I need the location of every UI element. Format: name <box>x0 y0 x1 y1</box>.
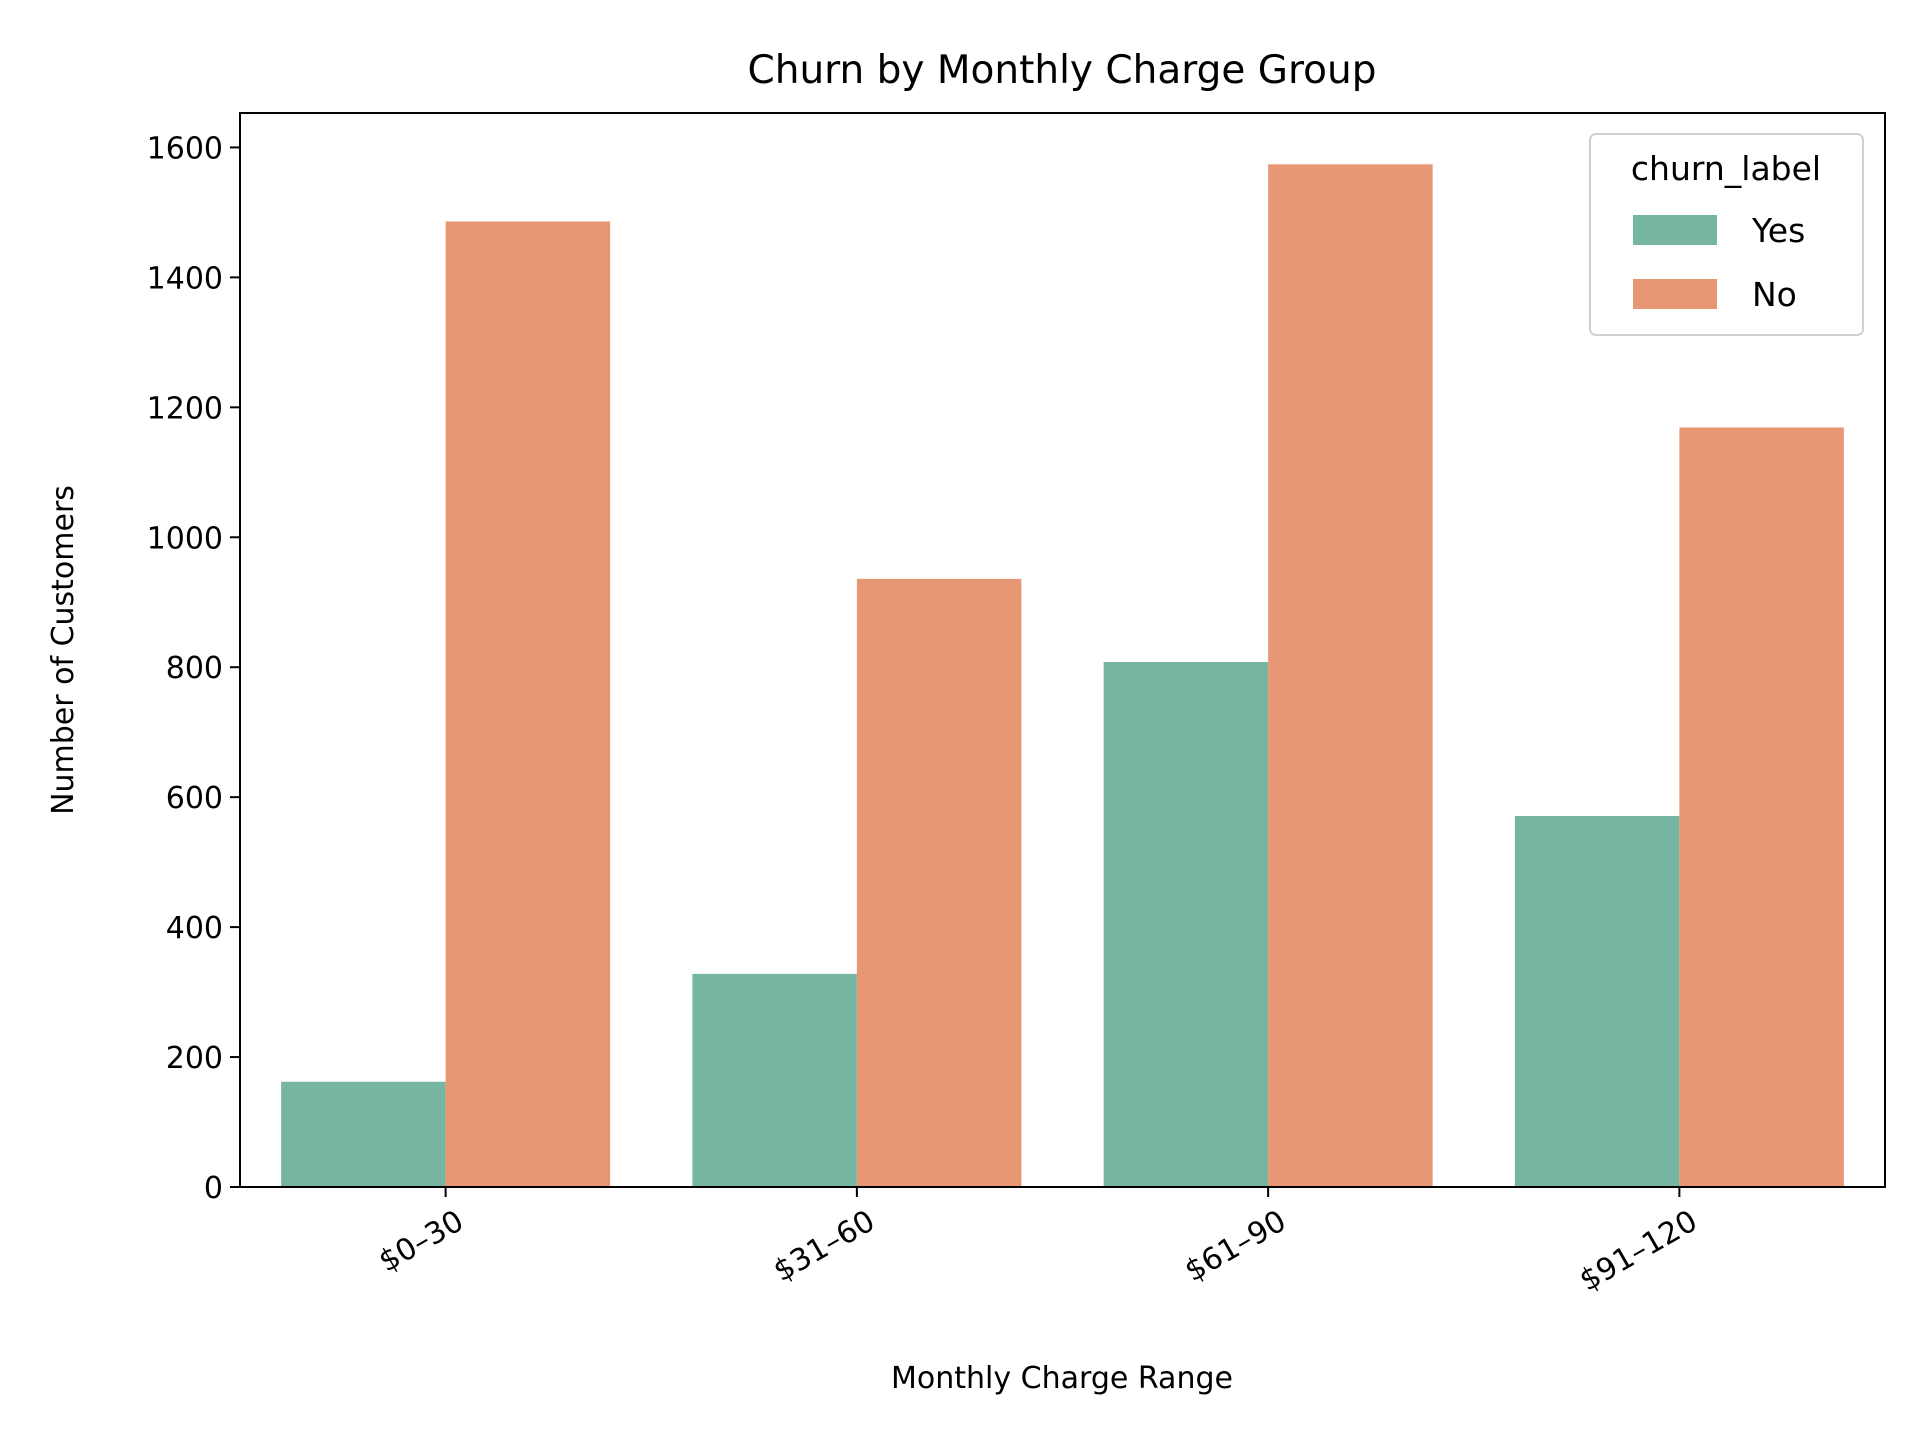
y-tick-label-6: 1200 <box>147 391 223 426</box>
bar-no-3 <box>1679 427 1844 1188</box>
chart-title: Churn by Monthly Charge Group <box>748 48 1377 93</box>
bar-yes-2 <box>1103 662 1269 1187</box>
y-axis-label: Number of Customers <box>46 485 81 815</box>
bar-yes-3 <box>1514 816 1680 1187</box>
bar-yes-1 <box>692 973 857 1187</box>
y-tick-label-8: 1600 <box>147 131 223 166</box>
y-tick-label-4: 800 <box>166 651 223 686</box>
bar-yes-0 <box>281 1081 446 1187</box>
y-tick-label-5: 1000 <box>147 521 223 556</box>
bar-no-1 <box>856 578 1022 1187</box>
y-tick-label-0: 0 <box>204 1171 223 1206</box>
legend: churn_label Yes No <box>1589 133 1864 336</box>
y-tick-label-2: 400 <box>166 911 223 946</box>
y-tick-label-3: 600 <box>166 781 223 816</box>
plot-frame <box>239 112 1886 1188</box>
y-tick-label-7: 1400 <box>147 261 223 296</box>
legend-label-yes: Yes <box>1751 211 1805 250</box>
x-axis-label: Monthly Charge Range <box>891 1361 1233 1396</box>
y-axis: 0 200 400 600 800 1000 1200 1400 1600 <box>147 131 240 1206</box>
legend-swatch-no <box>1633 279 1717 309</box>
bars-layer <box>281 164 1844 1188</box>
legend-label-no: No <box>1752 275 1797 314</box>
legend-title: churn_label <box>1631 149 1821 188</box>
y-tick-label-1: 200 <box>166 1041 223 1076</box>
bar-no-0 <box>445 221 611 1187</box>
legend-swatch-yes <box>1633 215 1717 245</box>
bar-no-2 <box>1268 164 1433 1187</box>
